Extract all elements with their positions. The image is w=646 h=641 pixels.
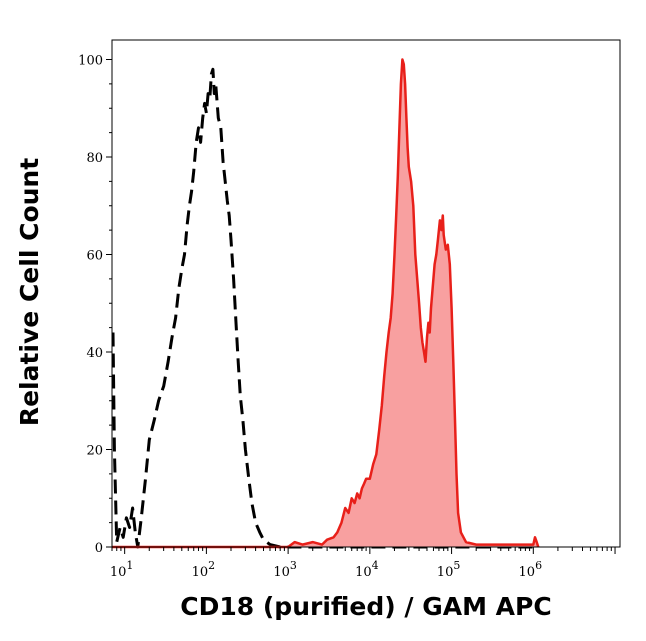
plot-frame — [111, 39, 621, 548]
x-tick-label: 101 — [110, 559, 134, 580]
x-tick-label: 106 — [519, 559, 543, 580]
y-tick-label: 80 — [86, 151, 103, 166]
series-layer — [111, 40, 620, 549]
x-tick-label: 102 — [192, 559, 216, 580]
y-tick-label: 100 — [78, 54, 103, 69]
y-axis-title: Relative Cell Count — [15, 158, 44, 426]
y-axis: 0 20 40 60 80 100 — [78, 54, 112, 556]
x-tick-label: 105 — [437, 559, 461, 580]
x-tick-label: 104 — [355, 559, 379, 580]
series-1-line — [112, 58, 540, 549]
y-tick-label: 60 — [86, 249, 103, 264]
x-axis-title: CD18 (purified) / GAM APC — [180, 592, 551, 621]
y-tick-label: 20 — [86, 444, 103, 459]
series-1-area — [112, 59, 539, 547]
y-tick-label: 0 — [95, 541, 103, 556]
x-tick-label: 103 — [273, 559, 297, 580]
series-0-line — [111, 67, 534, 549]
x-axis: 101 102 103 104 105 106 — [110, 547, 616, 580]
y-tick-label: 40 — [86, 346, 103, 361]
